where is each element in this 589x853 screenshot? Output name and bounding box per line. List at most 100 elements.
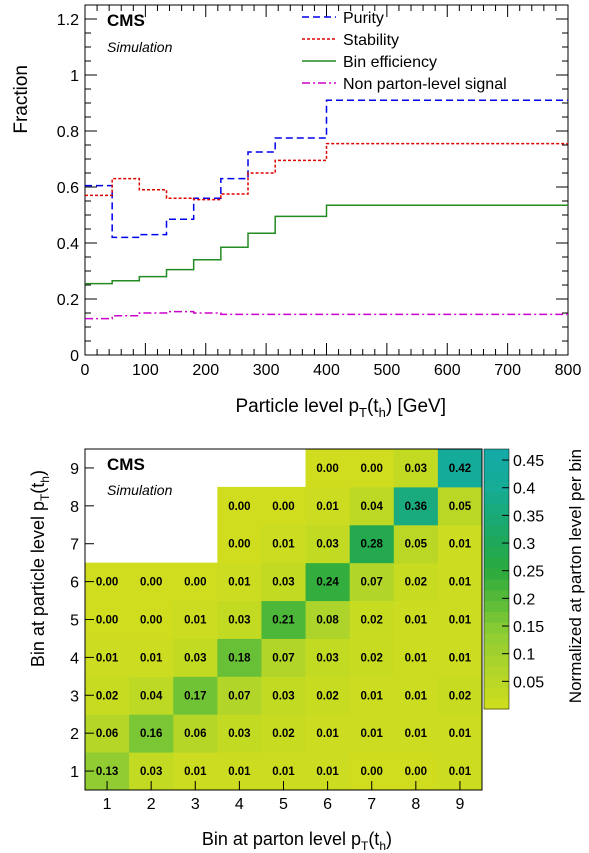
- heatmap-cell-label: 0.01: [449, 766, 472, 778]
- heatmap-cell-label: 0.00: [361, 766, 383, 778]
- heatmap-cell: [217, 714, 262, 753]
- heatmap-cell: [349, 486, 395, 526]
- colorbar-segment: [484, 546, 509, 558]
- y-tick-label: 0.6: [57, 180, 79, 197]
- heatmap-chart: 0.13 0.03 0.01 0.01 0.01 0.01 0.00 0.00 0.010.06…: [28, 448, 585, 853]
- heatmap-cell-label: 0.00: [228, 539, 250, 551]
- colorbar-segment: [484, 654, 509, 667]
- heatmap-cms-label: CMS: [107, 455, 145, 474]
- colorbar-segment: [484, 676, 509, 688]
- heatmap-cell: [261, 486, 307, 526]
- heatmap-cell-label: 0.00: [140, 577, 162, 589]
- heatmap-cell: [261, 714, 307, 753]
- colorbar-segment: [484, 481, 509, 493]
- heatmap-cell: [173, 638, 218, 677]
- colorbar-segment: [484, 687, 509, 699]
- top-axis-ticks: 0 100 200 300 400 500 600 700 800 0 0.2 0.4 0.6 0.8 1 1…: [57, 4, 581, 379]
- heatmap-cell: [437, 449, 483, 488]
- heatmap-cell: [349, 600, 395, 639]
- heat-y-tick-label: 7: [70, 537, 79, 554]
- heatmap-cell: [305, 524, 351, 564]
- heat-x-tick-label: 1: [103, 796, 112, 813]
- heat-x-tick-label: 4: [235, 796, 244, 813]
- heatmap-cell: [305, 638, 351, 677]
- heatmap-cell-label: 0.01: [361, 728, 384, 740]
- heatmap-cell: [217, 486, 262, 526]
- top-xlabel-sub2: h: [379, 405, 386, 420]
- heat-y-tick-label: 4: [70, 650, 79, 667]
- heatmap-cell-label: 0.03: [272, 690, 294, 702]
- colorbar-segment: [484, 589, 509, 602]
- x-tick-label: 100: [132, 362, 159, 379]
- heatmap-cell-label: 0.00: [228, 501, 250, 513]
- heatmap-cell-label: 0.02: [316, 690, 338, 702]
- top-x-axis-label: Particle level pT(th) [GeV]: [235, 396, 446, 420]
- heatmap-cell-label: 0.04: [361, 501, 384, 513]
- heat-x-tick-label: 3: [191, 796, 200, 813]
- heat-x-tick-label: 7: [367, 796, 376, 813]
- x-tick-label: 200: [192, 362, 219, 379]
- series-line: [85, 142, 568, 201]
- heat-y-tick-label: 3: [70, 688, 79, 705]
- heatmap-cell-label: 0.08: [316, 615, 339, 627]
- heatmap-cell-label: 0.01: [184, 615, 207, 627]
- y-tick-label: 0.8: [57, 124, 79, 141]
- heatmap-cell-label: 0.24: [316, 577, 339, 589]
- heatmap-cell: [437, 486, 483, 526]
- step-chart: 0 100 200 300 400 500 600 700 800 0 0.2 0.4 0.6 0.8 1 1…: [11, 4, 581, 420]
- heatmap-cell-label: 0.21: [272, 615, 295, 627]
- colorbar-segment: [484, 622, 509, 634]
- heatmap-cell: [393, 600, 439, 639]
- heatmap-cell: [305, 449, 351, 488]
- heat-ylabel-sub1: T: [38, 493, 52, 501]
- heat-y-tick-label: 2: [70, 726, 79, 743]
- heatmap-cell-label: 0.02: [449, 690, 471, 702]
- colorbar-segment: [484, 665, 509, 677]
- heatmap-cell: [305, 486, 351, 526]
- heatmap-cell-label: 0.01: [272, 766, 295, 778]
- heatmap-cell-label: 0.01: [361, 690, 384, 702]
- colorbar-segment: [484, 535, 509, 547]
- heatmap-cell: [129, 562, 174, 602]
- heat-x-tick-label: 6: [323, 796, 332, 813]
- heat-ylabel-main: Bin at particle level p: [28, 501, 48, 667]
- heatmap-cell-label: 0.00: [361, 463, 383, 475]
- heatmap-cell-label: 0.01: [228, 577, 251, 589]
- heatmap-cell: [173, 600, 218, 639]
- heatmap-cell-label: 0.03: [228, 615, 250, 627]
- top-plot-frame: [84, 4, 569, 356]
- heatmap-cell: [437, 676, 483, 715]
- heatmap-cell: [393, 714, 439, 753]
- colorbar: 0.05 0.1 0.15 0.2 0.25 0.3 0.35 0.4 0.45: [483, 448, 544, 710]
- colorbar-frame: [483, 448, 510, 710]
- top-xlabel-sub1: T: [359, 405, 367, 420]
- heatmap-cell: [129, 638, 174, 677]
- heatmap-cell: [217, 676, 262, 715]
- x-tick-label: 500: [374, 362, 401, 379]
- heatmap-cell-label: 0.01: [316, 501, 339, 513]
- top-xlabel-tail: ) [GeV]: [386, 396, 446, 417]
- heat-ylabel-tail: ): [28, 470, 48, 476]
- x-tick-label: 600: [434, 362, 461, 379]
- heatmap-cell-label: 0.36: [405, 501, 427, 513]
- heatmap-cell: [217, 562, 262, 602]
- x-tick-label: 0: [81, 362, 90, 379]
- heatmap-cells: 0.13 0.03 0.01 0.01 0.01 0.01 0.00 0.00 0.01 0.06…: [85, 449, 483, 791]
- heat-y-tick-label: 8: [70, 499, 79, 516]
- heatmap-cell-label: 0.03: [184, 652, 206, 664]
- y-tick-label: 0: [70, 348, 79, 365]
- heatmap-cell-label: 0.28: [361, 539, 384, 551]
- heat-xlabel-mid: (t: [368, 829, 379, 849]
- colorbar-tick-label: 0.35: [513, 508, 544, 525]
- heat-x-tick-label: 5: [279, 796, 288, 813]
- top-y-axis-label: Fraction: [11, 65, 32, 134]
- top-simulation-label: Simulation: [107, 39, 173, 55]
- heatmap-cell: [437, 714, 483, 753]
- heatmap-cell: [349, 676, 395, 715]
- heatmap-cell: [129, 600, 174, 639]
- colorbar-tick-label: 0.25: [513, 564, 544, 581]
- heatmap-y-axis-label: Bin at particle level pT(th): [28, 470, 52, 667]
- heatmap-cell: [217, 600, 262, 639]
- heatmap-simulation-label: Simulation: [107, 482, 173, 498]
